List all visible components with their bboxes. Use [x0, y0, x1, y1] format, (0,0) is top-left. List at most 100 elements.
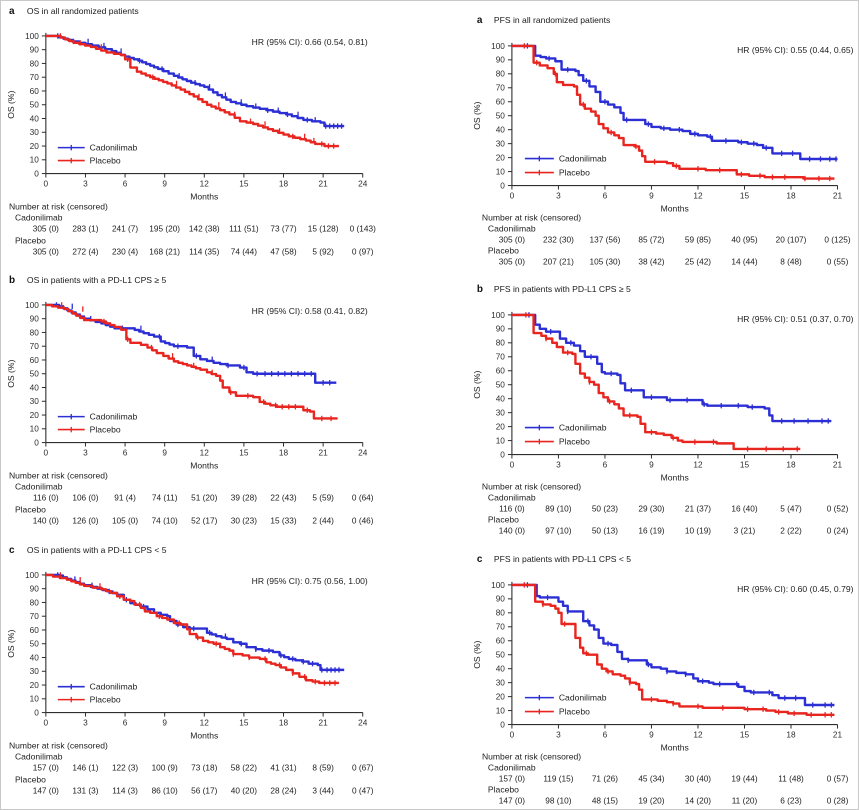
risk-value: 11 (20) — [731, 796, 757, 805]
hr-label: HR (95% CI): 0.51 (0.37, 0.70) — [737, 314, 854, 324]
y-tick-label: 60 — [495, 367, 505, 376]
risk-value: 29 (30) — [638, 505, 664, 514]
y-tick-label: 60 — [30, 87, 40, 96]
y-tick-label: 0 — [34, 708, 39, 717]
risk-value: 305 (0) — [33, 224, 59, 233]
y-tick-label: 90 — [495, 594, 505, 603]
panel-pfs-cps-lt5: c PFS in patients with PD-L1 CPS < 5 HR (9… — [430, 540, 859, 809]
x-tick-label: 24 — [358, 718, 368, 727]
risk-value: 10 (19) — [684, 527, 710, 536]
risk-value: 47 (58) — [270, 247, 296, 256]
risk-value: 0 (47) — [352, 786, 374, 795]
panel-title: OS in patients with a PD-L1 CPS ≥ 5 — [27, 275, 167, 285]
risk-value: 0 (55) — [826, 257, 848, 266]
y-tick-label: 80 — [30, 329, 40, 338]
risk-value: 16 (40) — [731, 505, 757, 514]
panel-letter: a — [9, 6, 15, 17]
risk-value: 305 (0) — [498, 257, 524, 266]
risk-value: 91 (4) — [114, 494, 136, 503]
risk-value: 137 (56) — [589, 235, 620, 244]
risk-value: 0 (46) — [352, 517, 374, 526]
y-tick-label: 60 — [495, 636, 505, 645]
risk-value: 41 (31) — [270, 763, 296, 772]
y-tick-label: 40 — [495, 126, 505, 135]
panel-title: PFS in all randomized patients — [493, 15, 609, 25]
hr-label: HR (95% CI): 0.75 (0.56, 1.00) — [252, 576, 368, 586]
y-tick-label: 0 — [34, 169, 39, 178]
y-tick-label: 40 — [30, 114, 40, 123]
risk-value: 8 (48) — [780, 257, 802, 266]
x-tick-label: 18 — [786, 461, 796, 470]
x-tick-label: 18 — [279, 449, 289, 458]
risk-value: 131 (3) — [72, 786, 98, 795]
x-tick-label: 15 — [239, 180, 249, 189]
y-tick-label: 0 — [500, 720, 505, 729]
x-tick-label: 9 — [649, 192, 654, 201]
x-tick-label: 3 — [556, 730, 561, 739]
risk-table-header: Number at risk (censored) — [481, 751, 580, 761]
y-tick-label: 20 — [495, 154, 505, 163]
risk-value: 21 (37) — [684, 505, 710, 514]
panel-letter: c — [476, 554, 482, 565]
risk-value: 16 (19) — [638, 527, 664, 536]
y-tick-label: 10 — [495, 437, 505, 446]
risk-row-label: Cadonilimab — [487, 493, 535, 503]
risk-row-label: Cadonilimab — [487, 223, 535, 233]
risk-value: 39 (28) — [231, 494, 257, 503]
x-tick-label: 12 — [693, 461, 703, 470]
risk-value: 116 (0) — [499, 505, 525, 514]
y-tick-label: 70 — [30, 73, 40, 82]
risk-value: 48 (15) — [591, 796, 617, 805]
risk-value: 283 (1) — [72, 224, 98, 233]
y-tick-label: 90 — [495, 325, 505, 334]
y-tick-label: 0 — [500, 181, 505, 190]
panel-os-cps-ge5: b OS in patients with a PD-L1 CPS ≥ 5 HR (… — [1, 270, 430, 539]
risk-value: 73 (77) — [270, 224, 296, 233]
risk-value: 105 (30) — [589, 257, 620, 266]
y-tick-label: 70 — [495, 353, 505, 362]
y-tick-label: 20 — [30, 142, 40, 151]
risk-value: 100 (9) — [152, 763, 178, 772]
risk-value: 0 (57) — [826, 774, 848, 783]
panel-letter: b — [9, 275, 15, 286]
risk-value: 305 (0) — [33, 247, 59, 256]
x-tick-label: 0 — [44, 718, 49, 727]
risk-row-label: Cadonilimab — [15, 751, 63, 761]
risk-row-label: Cadonilimab — [15, 482, 63, 492]
risk-value: 28 (24) — [270, 786, 296, 795]
km-curve-placebo — [511, 44, 834, 180]
km-curve-placebo — [511, 314, 800, 451]
x-tick-label: 6 — [123, 718, 128, 727]
risk-value: 116 (0) — [33, 494, 59, 503]
risk-value: 114 (35) — [189, 247, 219, 256]
risk-value: 126 (0) — [72, 517, 98, 526]
legend-label: Cadonilimab — [90, 412, 138, 422]
km-curve-placebo — [45, 34, 339, 148]
km-curve-cadonilimab — [45, 573, 345, 671]
risk-value: 45 (34) — [638, 774, 664, 783]
risk-row-label: Placebo — [487, 515, 518, 525]
legend-label: Placebo — [90, 156, 121, 166]
risk-value: 111 (51) — [229, 224, 259, 233]
risk-value: 106 (0) — [72, 494, 98, 503]
risk-value: 0 (97) — [352, 247, 374, 256]
legend-label: Placebo — [90, 694, 121, 704]
km-curve-cadonilimab — [45, 304, 337, 385]
legend-label: Placebo — [558, 706, 589, 716]
x-tick-label: 18 — [786, 192, 796, 201]
y-tick-label: 80 — [495, 70, 505, 79]
risk-value: 50 (23) — [591, 505, 617, 514]
risk-row-label: Placebo — [487, 245, 518, 255]
x-axis-label: Months — [190, 192, 218, 202]
panel-letter: b — [476, 284, 482, 295]
x-tick-label: 3 — [83, 718, 88, 727]
x-tick-label: 15 — [239, 449, 249, 458]
x-tick-label: 24 — [358, 449, 368, 458]
y-tick-label: 100 — [491, 580, 505, 589]
x-axis-label: Months — [660, 203, 688, 213]
x-tick-label: 12 — [200, 718, 210, 727]
y-tick-label: 30 — [495, 140, 505, 149]
risk-value: 14 (20) — [684, 796, 710, 805]
legend-label: Cadonilimab — [90, 681, 138, 691]
risk-value: 2 (44) — [312, 517, 334, 526]
